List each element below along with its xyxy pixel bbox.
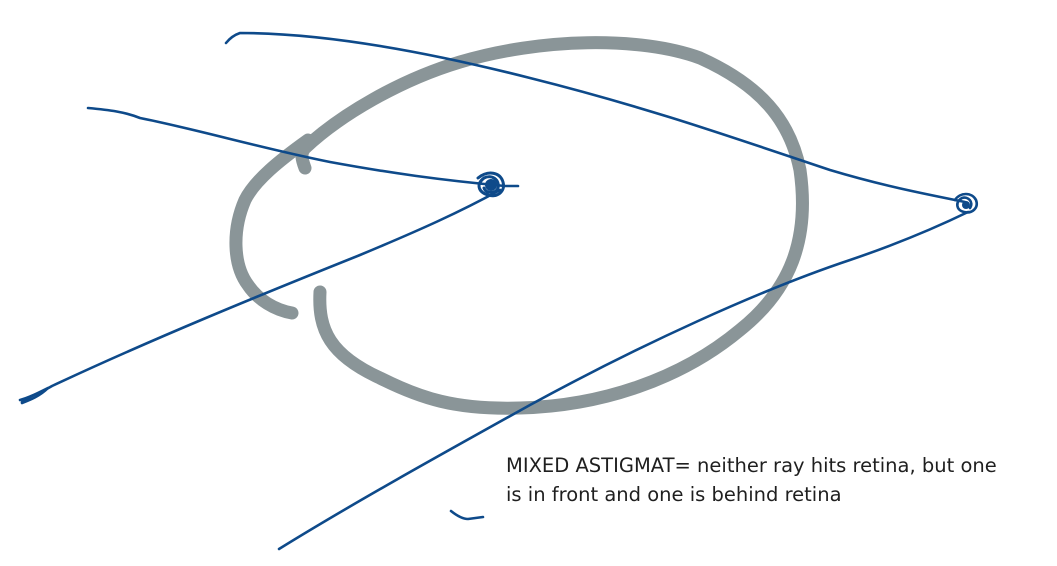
- ray-lower-to-behind-focus: [277, 210, 970, 551]
- ray-start-tick-lower-left: [18, 386, 50, 405]
- ray-upper-to-behind-focus: [224, 31, 967, 204]
- annotation-line-2: is in front and one is behind retina: [506, 483, 842, 506]
- behind-focus-point: [953, 192, 978, 214]
- diagram-annotation: MIXED ASTIGMAT= neither ray hits retina,…: [506, 451, 1054, 509]
- eye-outline-main-arc: [295, 36, 809, 415]
- front-focus-point: [476, 171, 506, 198]
- eye-outline-left-arc: [229, 133, 315, 320]
- annotation-line-1: MIXED ASTIGMAT= neither ray hits retina,…: [506, 454, 997, 477]
- ray-lower-to-front-focus: [20, 188, 502, 404]
- eye-outline: [229, 36, 809, 415]
- ray-upper-to-front-focus: [86, 106, 520, 188]
- stray-tick-mark: [449, 509, 485, 521]
